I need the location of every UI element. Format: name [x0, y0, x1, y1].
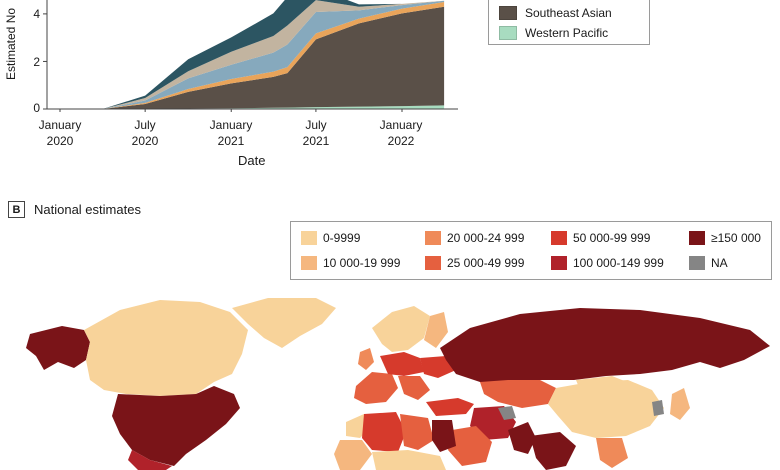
legend-item: 20 000-24 999	[425, 231, 524, 245]
x-tick-year: 2020	[46, 134, 74, 148]
legend-label: 50 000-99 999	[573, 231, 651, 245]
country-kazakhstan	[480, 380, 556, 408]
country-central-africa	[372, 450, 446, 470]
country-southeast-asia	[596, 438, 628, 468]
x-tick-year: 2021	[217, 134, 245, 148]
x-tick-month: January	[209, 118, 253, 132]
country-algeria	[362, 412, 406, 452]
country-india	[530, 432, 576, 470]
country-germany-poland	[380, 352, 424, 376]
x-tick-label: July 2020	[120, 117, 170, 149]
country-korea	[652, 400, 664, 416]
legend-item: 100 000-149 999	[551, 256, 664, 270]
country-italy-balkans	[398, 376, 430, 400]
country-pakistan	[508, 422, 536, 454]
x-tick-label: January 2022	[376, 117, 426, 149]
y-tick-label: 0	[33, 101, 40, 115]
legend-item: ≥150 000	[689, 231, 761, 245]
country-mongolia	[576, 376, 632, 392]
country-china	[548, 380, 664, 438]
legend-item: 25 000-49 999	[425, 256, 524, 270]
country-mexico	[128, 450, 172, 470]
legend-label: 0-9999	[323, 231, 361, 245]
legend-swatch	[551, 256, 567, 270]
region-legend: Southeast Asian Western Pacific	[488, 0, 650, 45]
country-uk	[358, 348, 374, 370]
area-series-western-pacific	[60, 105, 445, 109]
legend-item-southeast-asian: Southeast Asian	[499, 6, 612, 20]
legend-label: 25 000-49 999	[447, 256, 525, 270]
world-choropleth-map	[26, 298, 770, 470]
country-france-iberia	[354, 372, 398, 404]
legend-swatch	[499, 6, 517, 20]
x-tick-month: July	[305, 118, 327, 132]
y-tick-label: 4	[33, 7, 40, 21]
area-series-group	[60, 0, 445, 110]
country-scandinavia	[372, 306, 430, 352]
x-tick-month: January	[38, 118, 82, 132]
country-alaska	[26, 326, 90, 370]
legend-label: Western Pacific	[525, 26, 609, 40]
legend-swatch	[499, 26, 517, 40]
x-tick-month: January	[379, 118, 423, 132]
country-russia	[440, 308, 770, 384]
area-series-layer-4	[60, 0, 445, 109]
y-axis-label: Estimated No	[4, 7, 18, 80]
tick-marks	[43, 13, 403, 112]
country-japan	[670, 388, 690, 420]
legend-swatch	[425, 256, 441, 270]
legend-label: 20 000-24 999	[447, 231, 525, 245]
x-tick-label: July 2021	[291, 117, 341, 149]
panel-b-header: B National estimates	[8, 201, 141, 218]
legend-label: Southeast Asian	[525, 6, 612, 20]
legend-label: ≥150 000	[711, 231, 761, 245]
legend-item: 0-9999	[301, 231, 360, 245]
country-canada	[84, 300, 248, 396]
country-turkey	[426, 398, 474, 416]
y-tick-label: 2	[33, 55, 40, 69]
choropleth-legend: 0-9999 10 000-19 999 20 000-24 999 25 00…	[290, 221, 772, 280]
legend-label: 100 000-149 999	[573, 256, 664, 270]
legend-item: 50 000-99 999	[551, 231, 650, 245]
legend-item: 10 000-19 999	[301, 256, 400, 270]
area-series-southeast-asian	[60, 6, 445, 110]
country-usa	[112, 386, 240, 466]
legend-item-western-pacific: Western Pacific	[499, 26, 608, 40]
x-tick-label: January 2020	[35, 117, 85, 149]
stacked-area-chart	[43, 0, 458, 112]
legend-swatch	[301, 256, 317, 270]
x-tick-label: January 2021	[206, 117, 256, 149]
legend-swatch	[689, 231, 705, 245]
legend-item: NA	[689, 256, 728, 270]
country-libya	[400, 414, 434, 450]
legend-swatch	[301, 231, 317, 245]
country-saudi-arabia	[448, 426, 492, 466]
legend-label: 10 000-19 999	[323, 256, 401, 270]
x-axis-label: Date	[238, 153, 266, 168]
x-tick-month: July	[134, 118, 156, 132]
panel-letter: B	[8, 201, 25, 218]
legend-swatch	[425, 231, 441, 245]
country-greenland	[232, 298, 336, 348]
x-tick-year: 2021	[302, 134, 330, 148]
country-finland	[424, 312, 448, 348]
area-series-layer-2	[60, 2, 445, 109]
legend-swatch	[689, 256, 705, 270]
country-ukraine	[420, 356, 456, 378]
country-west-africa	[334, 440, 372, 470]
legend-label: NA	[711, 256, 728, 270]
x-tick-year: 2020	[131, 134, 159, 148]
country-egypt	[432, 420, 456, 452]
x-tick-year: 2022	[387, 134, 415, 148]
country-afghanistan	[498, 406, 516, 420]
panel-title: National estimates	[34, 202, 141, 217]
legend-swatch	[551, 231, 567, 245]
